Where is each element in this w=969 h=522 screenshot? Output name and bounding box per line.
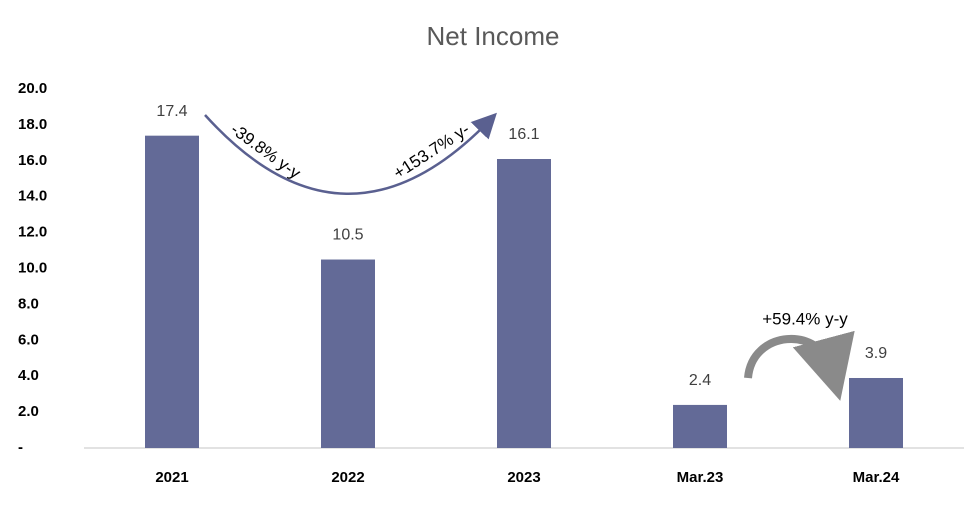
- x-tick-label: 2021: [155, 469, 188, 486]
- bar: [321, 259, 375, 448]
- bar: [849, 377, 903, 448]
- y-tick-label: 20.0: [18, 80, 47, 97]
- y-tick-label: 18.0: [18, 116, 47, 133]
- y-tick-label: -: [18, 439, 23, 456]
- bar: [497, 159, 551, 448]
- value-label: 3.9: [865, 345, 887, 362]
- y-tick-label: 10.0: [18, 259, 47, 276]
- x-tick-label: 2022: [331, 469, 364, 486]
- bar: [145, 135, 199, 449]
- y-tick-label: 6.0: [18, 331, 39, 348]
- annotation: +59.4% y-y: [762, 309, 848, 328]
- x-tick-label: 2023: [507, 469, 540, 486]
- chart-title: Net Income: [427, 21, 560, 51]
- value-label: 2.4: [689, 372, 711, 389]
- trend-arrow: [204, 112, 497, 195]
- x-tick-label: Mar.24: [853, 469, 900, 486]
- value-label: 16.1: [508, 126, 539, 143]
- y-tick-label: 8.0: [18, 295, 39, 312]
- y-tick-label: 16.0: [18, 152, 47, 169]
- x-tick-label: Mar.23: [677, 469, 724, 486]
- y-tick-label: 12.0: [18, 224, 47, 241]
- value-label: 10.5: [332, 227, 363, 244]
- y-tick-label: 2.0: [18, 403, 39, 420]
- bar: [673, 404, 727, 448]
- y-tick-label: 4.0: [18, 367, 39, 384]
- change-arrow: [744, 330, 855, 401]
- value-label: 17.4: [156, 103, 187, 120]
- annotation: -39.8% y-y: [227, 120, 304, 183]
- y-tick-label: 14.0: [18, 188, 47, 205]
- annotation: +153.7% y-: [390, 120, 473, 183]
